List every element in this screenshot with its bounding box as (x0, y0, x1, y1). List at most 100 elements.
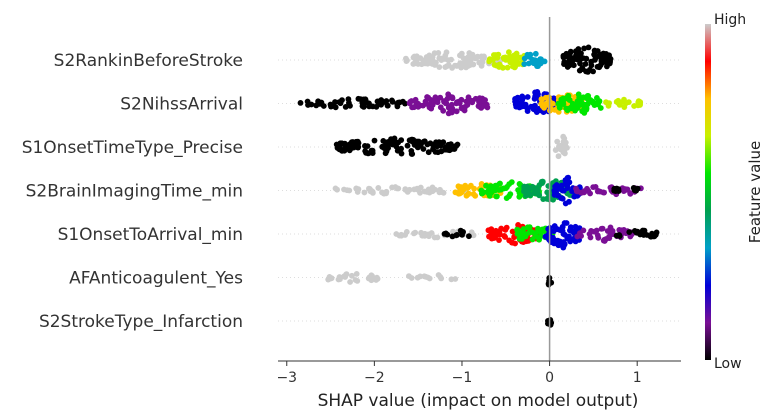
shap-point (570, 62, 577, 69)
shap-point (521, 61, 528, 67)
shap-point (458, 189, 465, 196)
shap-point (470, 191, 477, 198)
shap-point (506, 49, 512, 56)
shap-point (348, 139, 355, 146)
shap-point (420, 232, 427, 239)
x-ticks: −3 −2 −1 0 1 (276, 361, 642, 386)
shap-point (492, 232, 499, 239)
shap-point (308, 101, 315, 108)
shap-point (552, 107, 558, 113)
shap-point (626, 229, 633, 236)
shap-point (453, 100, 460, 107)
shap-point (411, 60, 418, 67)
shap-point (559, 228, 566, 234)
shap-point (566, 179, 573, 186)
shap-point (559, 224, 566, 230)
shap-point (384, 139, 391, 145)
shap-point (336, 99, 343, 105)
shap-point (538, 101, 545, 107)
colorbar-low-label: Low (714, 356, 742, 372)
shap-point (513, 53, 520, 60)
shap-point (452, 62, 458, 69)
shap-point (558, 96, 565, 103)
shap-point (526, 190, 533, 197)
shap-point (542, 94, 549, 101)
shap-point (501, 233, 508, 239)
shap-point (375, 185, 382, 191)
shap-point (507, 59, 514, 66)
shap-point (476, 59, 483, 66)
shap-point (516, 181, 523, 187)
shap-point (441, 56, 448, 62)
feature-label: S2StrokeType_Infarction (39, 312, 243, 332)
shap-point (437, 142, 444, 149)
shap-point (583, 55, 590, 62)
shap-point (544, 189, 551, 196)
shap-point (529, 229, 535, 236)
shap-point (597, 188, 603, 195)
feature-labels: S2RankinBeforeStroke S2NihssArrival S1Onse… (22, 51, 243, 332)
shap-point (389, 98, 396, 105)
shap-point (520, 94, 526, 101)
shap-point (536, 192, 543, 199)
shap-point (485, 189, 492, 196)
shap-point (576, 94, 583, 101)
shap-point (353, 271, 360, 277)
shap-point (444, 231, 451, 238)
shap-point (391, 135, 398, 142)
shap-point (453, 108, 460, 115)
x-tick-label: −2 (364, 370, 385, 386)
shap-point (476, 96, 482, 103)
shap-point (552, 147, 559, 154)
shap-point (535, 225, 541, 232)
shap-point (586, 66, 593, 73)
shap-point (565, 174, 572, 181)
shap-point (427, 140, 434, 147)
shap-point (435, 149, 441, 156)
shap-point (354, 278, 361, 284)
shap-point (403, 55, 409, 62)
shap-point (423, 54, 430, 60)
shap-point (436, 55, 443, 62)
shap-point (460, 104, 467, 111)
shap-point (616, 227, 623, 233)
shap-point (579, 108, 586, 115)
shap-point (516, 193, 523, 200)
shap-point (529, 236, 536, 243)
shap-point (345, 145, 352, 152)
shap-point (567, 48, 574, 55)
shap-point (371, 137, 378, 144)
shap-point (362, 99, 369, 106)
shap-point (545, 280, 552, 287)
shap-point (489, 228, 496, 234)
shap-point (463, 192, 470, 199)
shap-point (373, 277, 379, 283)
shap-point (581, 45, 587, 52)
shap-point (408, 151, 415, 157)
shap-point (627, 190, 634, 197)
shap-point (435, 50, 442, 56)
shap-point (449, 94, 456, 101)
shap-point (596, 53, 602, 59)
shap-point (448, 56, 454, 63)
shap-point (429, 102, 436, 108)
shap-point (604, 228, 611, 234)
shap-point (561, 241, 568, 247)
shap-point (430, 146, 436, 153)
shap-point (562, 139, 569, 146)
shap-point (404, 142, 411, 149)
shap-point (536, 182, 543, 188)
shap-point (412, 98, 419, 105)
shap-point (593, 227, 600, 234)
shap-point (346, 100, 352, 106)
shap-point (564, 144, 570, 151)
shap-points (297, 44, 660, 328)
shap-point (526, 224, 533, 231)
shap-point (445, 91, 452, 98)
shap-point (481, 97, 487, 104)
shap-point (497, 62, 504, 69)
shap-point (587, 234, 594, 241)
shap-point (578, 233, 584, 239)
shap-point (442, 146, 448, 153)
